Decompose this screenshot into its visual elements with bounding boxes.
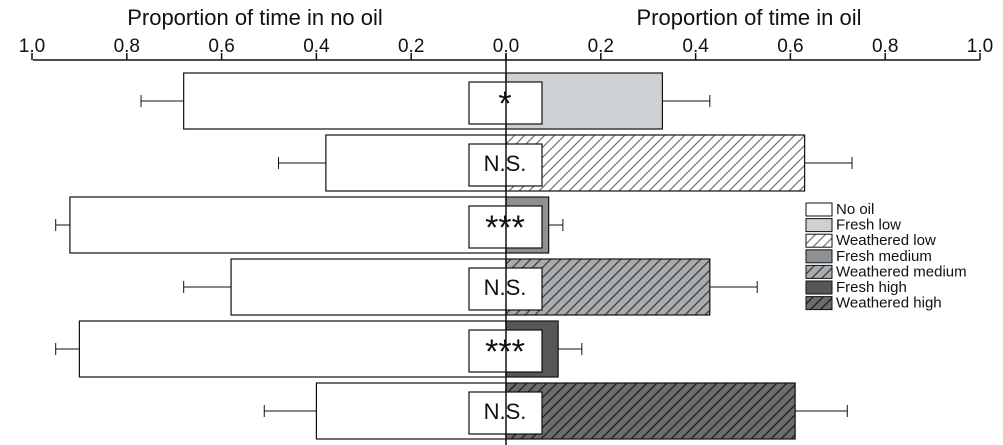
bar-row: *** (55, 320, 583, 378)
legend-swatch (805, 249, 833, 264)
bar-row: N.S. (183, 258, 758, 316)
legend-swatch (805, 296, 833, 311)
legend-item: Weathered high (805, 295, 942, 312)
bar-no-oil (230, 258, 507, 316)
legend-swatch (805, 264, 833, 279)
significance-label: N.S. (484, 399, 527, 424)
significance-label: *** (485, 333, 525, 371)
legend-label: Weathered medium (836, 263, 967, 280)
right-tick-label: 0.4 (682, 36, 709, 57)
left-axis-title: Proportion of time in no oil (127, 5, 383, 30)
legend-swatch (805, 202, 833, 217)
significance-label: N.S. (484, 151, 527, 176)
legend-swatch (805, 218, 833, 233)
right-tick-label: 1.0 (967, 36, 993, 57)
legend-item: No oil (805, 201, 874, 218)
left-tick-label: 0.8 (114, 36, 140, 57)
significance-label: N.S. (484, 275, 527, 300)
legend-item: Fresh high (805, 279, 907, 296)
right-tick-label: 0.6 (777, 36, 803, 57)
legend-swatch (805, 233, 833, 248)
right-tick-label: 0.8 (872, 36, 898, 57)
legend-item: Weathered medium (805, 263, 967, 280)
legend-item: Fresh low (805, 217, 901, 234)
left-tick-label: 1.0 (19, 36, 45, 57)
legend-label: Fresh low (836, 217, 901, 234)
right-axis-ticks: 0.2 0.4 0.6 0.8 1.0 (505, 36, 993, 60)
legend-label: Weathered low (836, 232, 936, 249)
legend-label: Fresh medium (836, 248, 932, 265)
significance-label: *** (485, 209, 525, 247)
legend-item: Fresh medium (805, 248, 932, 265)
bar-oil (505, 382, 796, 440)
bar-row: N.S. (263, 382, 848, 440)
bar-oil (505, 134, 806, 192)
significance-label: * (498, 85, 511, 123)
left-axis-ticks: 1.0 0.8 0.6 0.4 0.2 0.0 (19, 36, 519, 60)
left-tick-label: 0.2 (398, 36, 424, 57)
left-tick-label: 0.6 (208, 36, 234, 57)
legend-swatch (805, 280, 833, 295)
legend-label: Fresh high (836, 279, 907, 296)
left-tick-label: 0.4 (303, 36, 330, 57)
legend-label: Weathered high (836, 295, 942, 312)
bar-no-oil (183, 72, 507, 130)
bar-row: *** (55, 196, 564, 254)
left-tick-label: 0.0 (493, 36, 519, 57)
right-tick-label: 0.2 (588, 36, 614, 57)
legend-label: No oil (836, 201, 874, 218)
bar-row: * (140, 72, 711, 130)
right-axis-title: Proportion of time in oil (637, 5, 862, 30)
bar-no-oil (69, 196, 507, 254)
bar-rows: * N.S. *** N.S. *** N.S. (55, 72, 853, 440)
legend-item: Weathered low (805, 232, 936, 249)
bar-row: N.S. (277, 134, 853, 192)
bar-no-oil (78, 320, 507, 378)
